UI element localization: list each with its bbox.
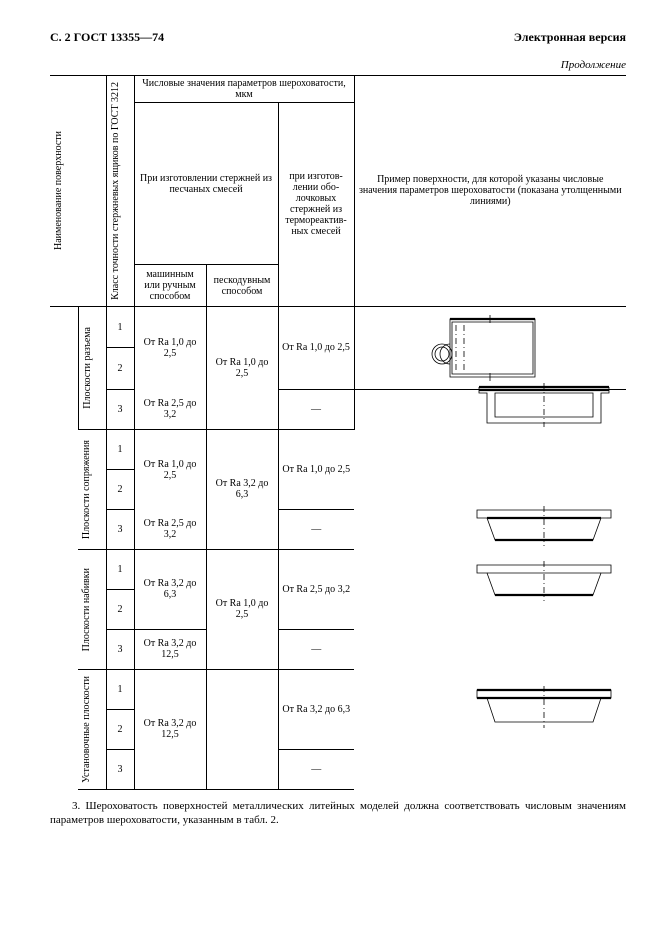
th-name: Наименование поверхности <box>53 127 64 254</box>
th-params: Числовые значения параметров шероховатос… <box>134 76 354 103</box>
cell: От Ra 2,5 до 3,2 <box>134 389 206 429</box>
cls: 1 <box>106 549 134 589</box>
cls: 2 <box>106 589 134 629</box>
page: С. 2 ГОСТ 13355—74 Электронная версия Пр… <box>0 0 661 936</box>
cls: 1 <box>106 429 134 469</box>
figure-2 <box>469 375 619 430</box>
cell: От Ra 1,0 до 2,5 <box>278 306 354 389</box>
th-sand-group: При изготовлении стержней из песчаных см… <box>134 103 278 265</box>
cell <box>206 669 278 789</box>
th-machine: машинным или ручным способом <box>134 265 206 307</box>
th-sandblow: пескодувным способом <box>206 265 278 307</box>
figure-4 <box>469 680 619 730</box>
cell: — <box>278 749 354 789</box>
cls: 1 <box>106 669 134 709</box>
cls: 3 <box>106 389 134 429</box>
cell: От Ra 3,2 до 12,5 <box>134 629 206 669</box>
group-name: Плоскости набивки <box>81 564 92 655</box>
th-shell: при изготов­лении обо­лочковых стержней … <box>278 103 354 307</box>
cell: От Ra 1,0 до 2,5 <box>206 549 278 669</box>
cls: 2 <box>106 709 134 749</box>
cell: От Ra 1,0 до 2,5 <box>206 306 278 429</box>
cell: От Ra 3,2 до 12,5 <box>134 669 206 789</box>
cell: — <box>278 389 354 429</box>
figure-3a <box>469 500 619 548</box>
cell: От Ra 2,5 до 3,2 <box>134 509 206 549</box>
header-right: Электронная версия <box>514 30 626 45</box>
cell: От Ra 1,0 до 2,5 <box>134 306 206 389</box>
cell: — <box>278 629 354 669</box>
th-example: Пример поверхности, для которой указаны … <box>354 76 626 307</box>
group-name: Плоскости разъема <box>82 323 93 413</box>
header-left: С. 2 ГОСТ 13355—74 <box>50 30 164 45</box>
cls: 3 <box>106 749 134 789</box>
cell: От Ra 3,2 до 6,3 <box>278 669 354 749</box>
group-name: Установочные плоскости <box>81 672 92 787</box>
page-header: С. 2 ГОСТ 13355—74 Электронная версия <box>50 30 626 45</box>
cls: 2 <box>106 469 134 509</box>
figure-3b <box>469 555 619 603</box>
cls: 3 <box>106 509 134 549</box>
group-name: Плоскости сопряжения <box>81 436 92 543</box>
footnote: 3. Шероховатость поверхностей металличес… <box>50 800 626 828</box>
cell: От Ra 3,2 до 6,3 <box>206 429 278 549</box>
cell: От Ra 2,5 до 3,2 <box>278 549 354 629</box>
cell: От Ra 1,0 до 2,5 <box>134 429 206 509</box>
th-class: Класс точности стержневых ящиков по ГОСТ… <box>110 78 121 304</box>
cls: 2 <box>106 348 134 390</box>
cell: — <box>278 509 354 549</box>
cell: От Ra 1,0 до 2,5 <box>278 429 354 509</box>
cls: 1 <box>106 306 134 348</box>
continuation-label: Продолжение <box>50 59 626 71</box>
cls: 3 <box>106 629 134 669</box>
cell: От Ra 3,2 до 6,3 <box>134 549 206 629</box>
